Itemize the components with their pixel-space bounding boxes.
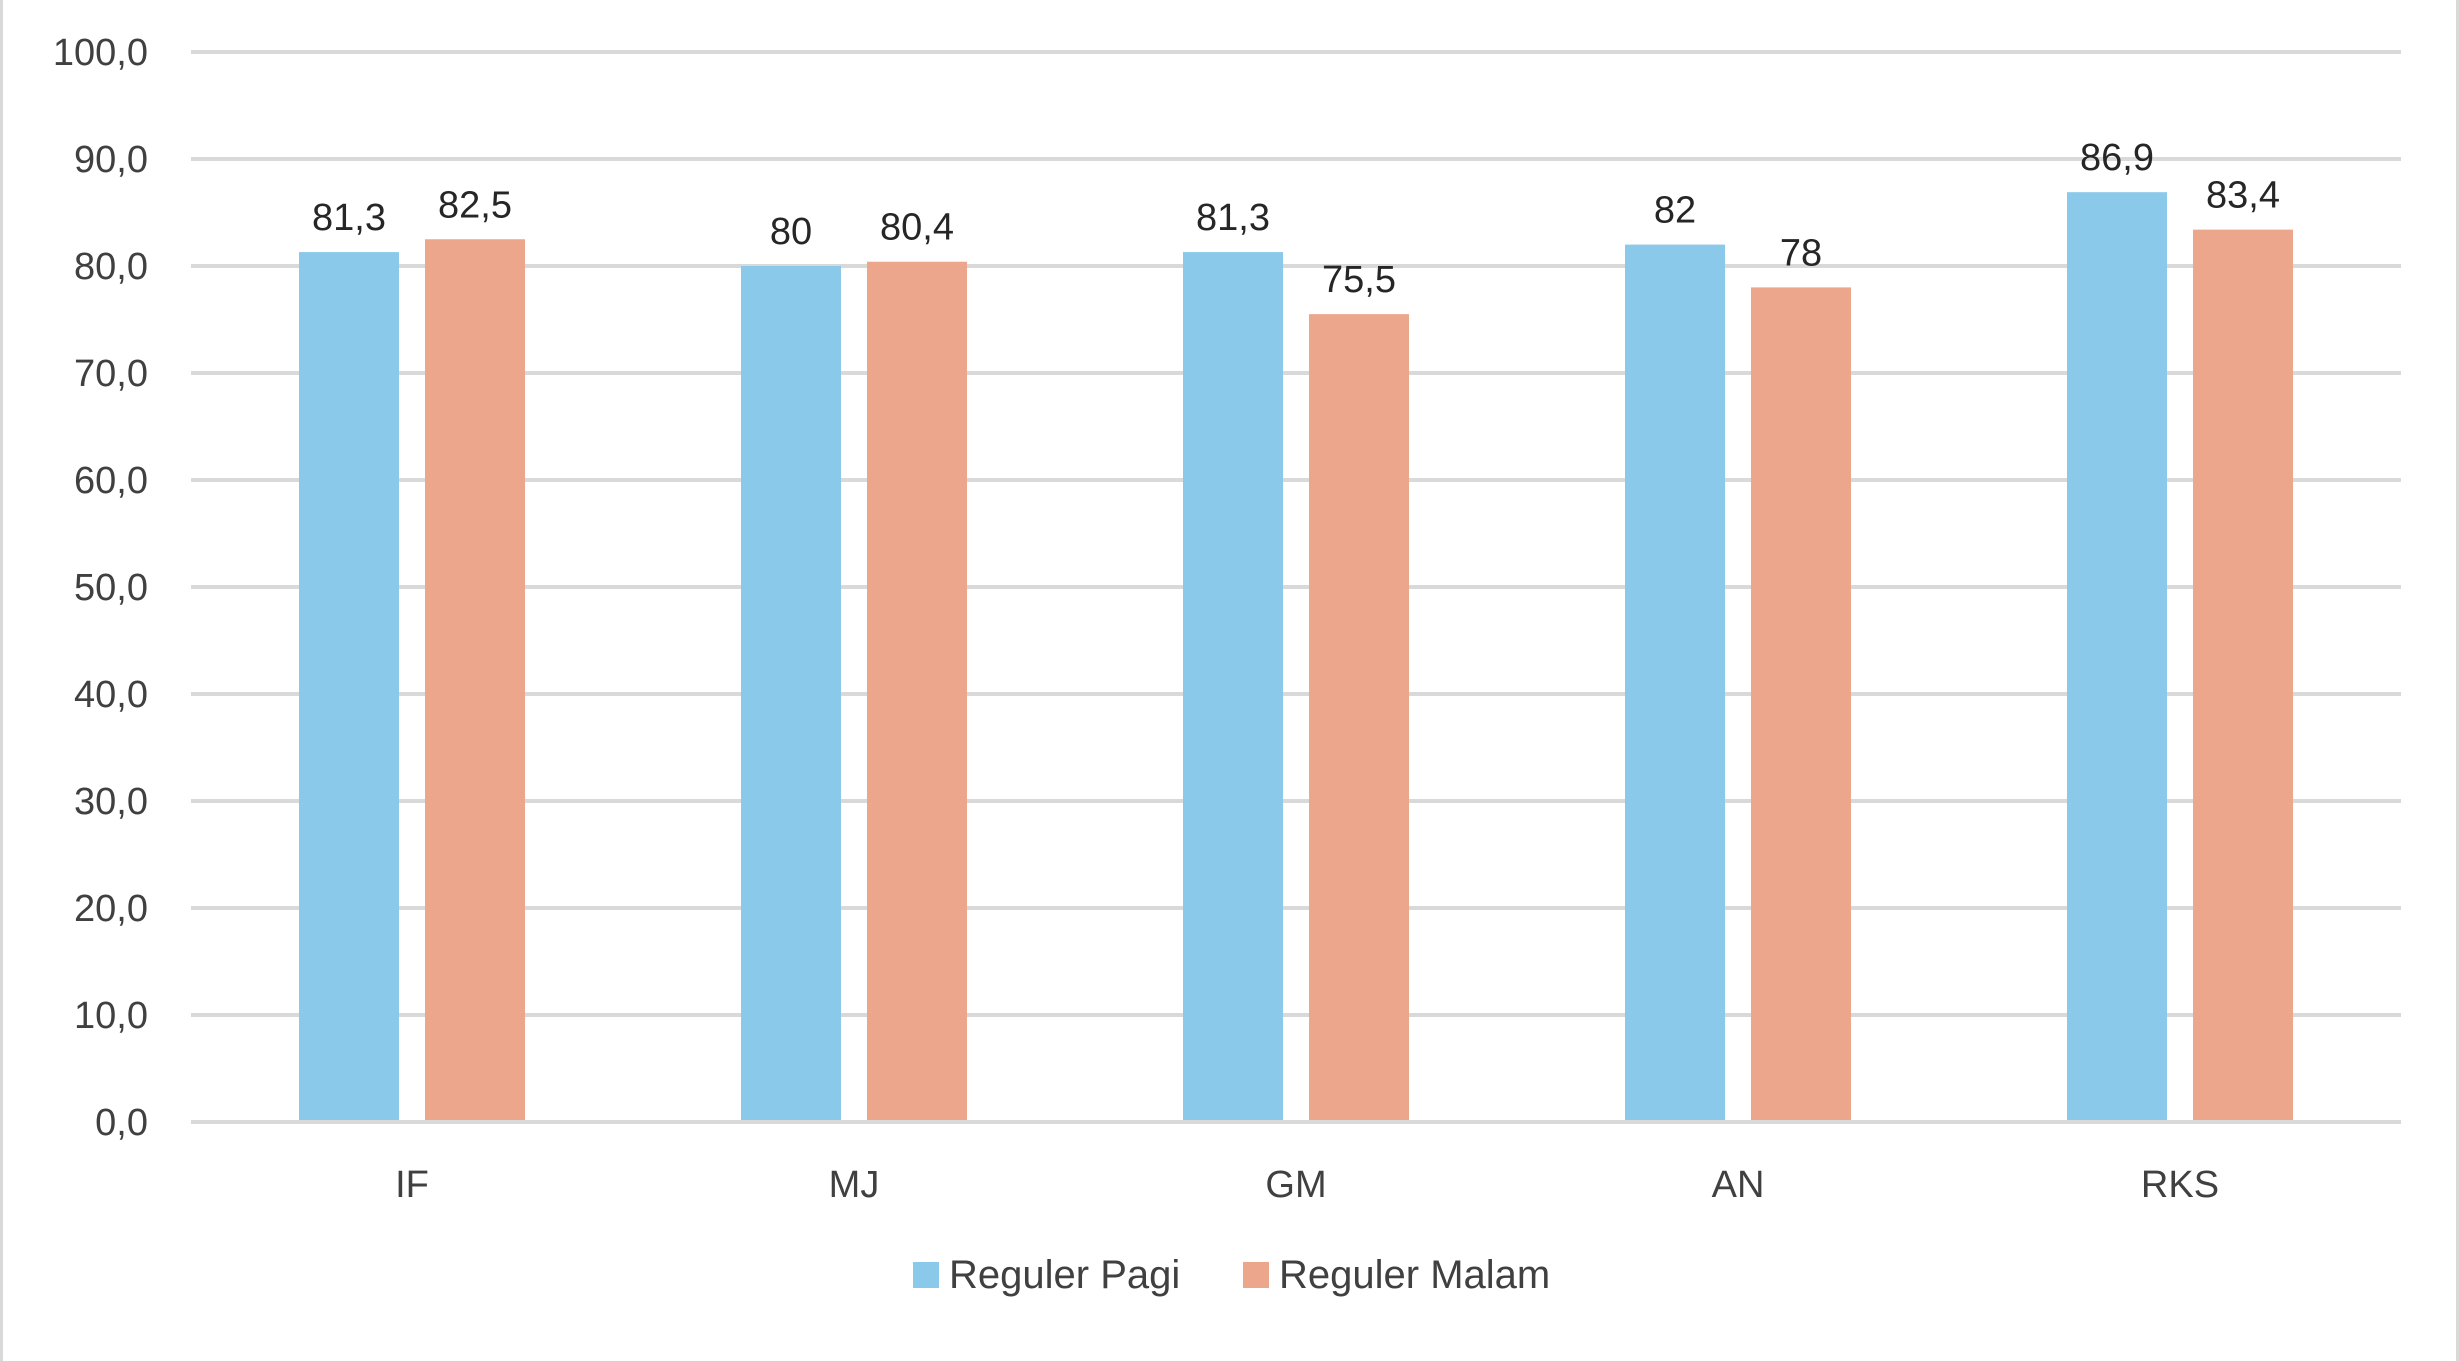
bar-if-pagi bbox=[299, 252, 399, 1123]
bar-mj-pagi bbox=[741, 266, 841, 1122]
bars bbox=[299, 192, 2293, 1123]
legend: Reguler Pagi Reguler Malam bbox=[913, 1253, 1550, 1297]
bar-gm-malam bbox=[1309, 314, 1409, 1122]
data-labels: 81,3 82,5 80 80,4 81,3 75,5 82 78 86,9 83,4 bbox=[312, 137, 2280, 301]
data-label: 81,3 bbox=[1196, 197, 1270, 239]
y-tick-label: 30,0 bbox=[74, 781, 148, 823]
bar-rks-pagi bbox=[2067, 192, 2167, 1123]
legend-swatch-pagi bbox=[913, 1262, 939, 1288]
bar-an-malam bbox=[1751, 287, 1851, 1122]
bar-chart: 0,0 10,0 20,0 30,0 40,0 50,0 60,0 70,0 80,0 90,0 1… bbox=[53, 32, 2401, 1297]
bar-if-malam bbox=[425, 239, 525, 1122]
bar-gm-pagi bbox=[1183, 252, 1283, 1123]
y-tick-label: 50,0 bbox=[74, 567, 148, 609]
data-label: 82 bbox=[1654, 190, 1696, 232]
y-tick-label: 70,0 bbox=[74, 353, 148, 395]
y-tick-label: 60,0 bbox=[74, 460, 148, 502]
y-tick-label: 0,0 bbox=[95, 1102, 148, 1144]
x-axis-categories: IF MJ GM AN RKS bbox=[191, 1120, 2401, 1206]
bar-rks-malam bbox=[2193, 229, 2293, 1122]
y-tick-label: 20,0 bbox=[74, 888, 148, 930]
data-label: 80 bbox=[770, 211, 812, 253]
legend-label: Reguler Pagi bbox=[949, 1253, 1180, 1297]
data-label: 83,4 bbox=[2206, 175, 2280, 217]
data-label: 86,9 bbox=[2080, 137, 2154, 179]
category-label: IF bbox=[395, 1164, 429, 1206]
data-label: 81,3 bbox=[312, 197, 386, 239]
category-label: MJ bbox=[829, 1164, 880, 1206]
legend-swatch-malam bbox=[1243, 1262, 1269, 1288]
gridlines bbox=[191, 50, 2401, 1124]
bar-mj-malam bbox=[867, 261, 967, 1123]
data-label: 75,5 bbox=[1322, 259, 1396, 301]
data-label: 78 bbox=[1780, 232, 1822, 274]
category-label: RKS bbox=[2141, 1164, 2219, 1206]
y-tick-label: 90,0 bbox=[74, 139, 148, 181]
category-label: GM bbox=[1265, 1164, 1326, 1206]
data-label: 80,4 bbox=[880, 207, 954, 249]
y-tick-label: 80,0 bbox=[74, 246, 148, 288]
data-label: 82,5 bbox=[438, 184, 512, 226]
bar-an-pagi bbox=[1625, 244, 1725, 1123]
y-tick-label: 100,0 bbox=[53, 32, 148, 74]
y-axis-ticks: 0,0 10,0 20,0 30,0 40,0 50,0 60,0 70,0 80,0 90,0 1… bbox=[53, 32, 148, 1144]
y-tick-label: 10,0 bbox=[74, 995, 148, 1037]
category-label: AN bbox=[1712, 1164, 1765, 1206]
y-tick-label: 40,0 bbox=[74, 674, 148, 716]
legend-label: Reguler Malam bbox=[1279, 1253, 1550, 1297]
